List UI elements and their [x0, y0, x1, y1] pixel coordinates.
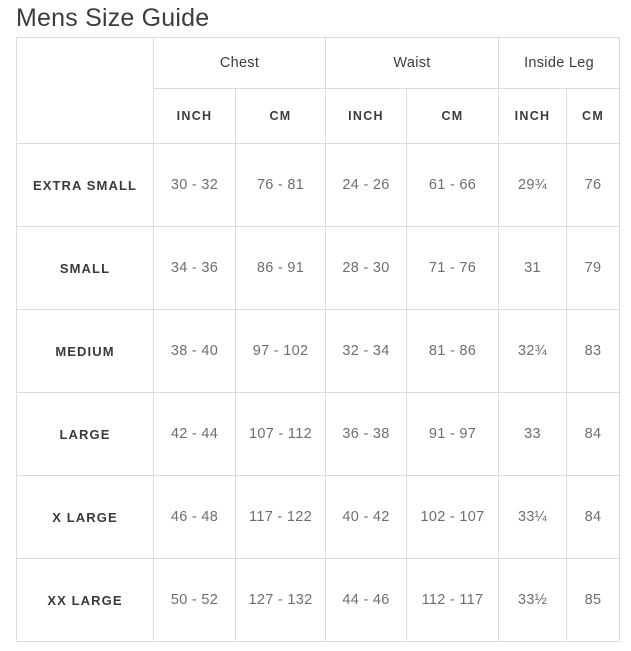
row-size-label: SMALL — [16, 226, 154, 310]
cell-chest-cm: 127 - 132 — [234, 558, 327, 642]
cell-waist-inch: 24 - 26 — [325, 143, 408, 227]
cell-inside-leg-cm: 83 — [566, 309, 621, 393]
header-group-waist: Waist — [325, 37, 500, 89]
cell-waist-cm: 112 - 117 — [406, 558, 500, 642]
cell-chest-inch: 38 - 40 — [153, 309, 236, 393]
row-size-label: EXTRA SMALL — [16, 143, 154, 227]
row-size-label: LARGE — [16, 392, 154, 476]
header-row-groups: Chest Waist Inside Leg — [16, 37, 621, 144]
cell-inside-leg-inch: 29¾ — [498, 143, 568, 227]
cell-inside-leg-cm: 79 — [566, 226, 621, 310]
header-unit-waist-cm: CM — [406, 88, 500, 144]
cell-inside-leg-inch: 31 — [498, 226, 568, 310]
table-row: EXTRA SMALL 30 - 32 76 - 81 24 - 26 61 -… — [16, 143, 621, 227]
cell-waist-cm: 91 - 97 — [406, 392, 500, 476]
table-row: XX LARGE 50 - 52 127 - 132 44 - 46 112 -… — [16, 558, 621, 642]
header-unit-chest-inch: INCH — [153, 88, 236, 144]
row-size-label: XX LARGE — [16, 558, 154, 642]
cell-chest-cm: 76 - 81 — [234, 143, 327, 227]
cell-inside-leg-inch: 33 — [498, 392, 568, 476]
cell-inside-leg-inch: 33¼ — [498, 475, 568, 559]
header-row-units: INCH CM INCH CM INCH CM — [17, 88, 621, 144]
cell-chest-inch: 46 - 48 — [153, 475, 236, 559]
cell-waist-cm: 102 - 107 — [406, 475, 500, 559]
header-size-column-blank — [16, 37, 154, 144]
table-row: LARGE 42 - 44 107 - 112 36 - 38 91 - 97 … — [16, 392, 621, 476]
table-row: MEDIUM 38 - 40 97 - 102 32 - 34 81 - 86 … — [16, 309, 621, 393]
cell-waist-cm: 61 - 66 — [406, 143, 500, 227]
header-unit-waist-inch: INCH — [325, 88, 408, 144]
cell-waist-cm: 81 - 86 — [406, 309, 500, 393]
header-group-inside-leg: Inside Leg — [498, 37, 621, 89]
cell-waist-inch: 44 - 46 — [325, 558, 408, 642]
cell-waist-inch: 28 - 30 — [325, 226, 408, 310]
header-unit-chest-cm: CM — [234, 88, 327, 144]
table-row: X LARGE 46 - 48 117 - 122 40 - 42 102 - … — [16, 475, 621, 559]
cell-waist-inch: 36 - 38 — [325, 392, 408, 476]
cell-waist-cm: 71 - 76 — [406, 226, 500, 310]
page-title: Mens Size Guide — [16, 4, 210, 32]
table-header: Chest Waist Inside Leg INCH CM INCH CM I… — [16, 37, 621, 144]
cell-chest-cm: 86 - 91 — [234, 226, 327, 310]
row-size-label: MEDIUM — [16, 309, 154, 393]
table-body: EXTRA SMALL 30 - 32 76 - 81 24 - 26 61 -… — [16, 143, 621, 642]
cell-inside-leg-cm: 84 — [566, 475, 621, 559]
header-unit-inside-leg-cm: CM — [566, 88, 621, 144]
cell-inside-leg-cm: 84 — [566, 392, 621, 476]
cell-inside-leg-cm: 76 — [566, 143, 621, 227]
cell-chest-inch: 34 - 36 — [153, 226, 236, 310]
cell-waist-inch: 32 - 34 — [325, 309, 408, 393]
cell-chest-cm: 107 - 112 — [234, 392, 327, 476]
header-group-chest: Chest — [152, 37, 327, 89]
cell-inside-leg-cm: 85 — [566, 558, 621, 642]
header-unit-inside-leg-inch: INCH — [498, 88, 568, 144]
row-size-label: X LARGE — [16, 475, 154, 559]
table-row: SMALL 34 - 36 86 - 91 28 - 30 71 - 76 31… — [16, 226, 621, 310]
cell-chest-inch: 30 - 32 — [153, 143, 236, 227]
cell-chest-cm: 117 - 122 — [234, 475, 327, 559]
mens-size-guide-table: Chest Waist Inside Leg INCH CM INCH CM I… — [16, 37, 621, 642]
cell-inside-leg-inch: 33½ — [498, 558, 568, 642]
cell-chest-cm: 97 - 102 — [234, 309, 327, 393]
cell-waist-inch: 40 - 42 — [325, 475, 408, 559]
cell-chest-inch: 42 - 44 — [153, 392, 236, 476]
cell-chest-inch: 50 - 52 — [153, 558, 236, 642]
cell-inside-leg-inch: 32¾ — [498, 309, 568, 393]
